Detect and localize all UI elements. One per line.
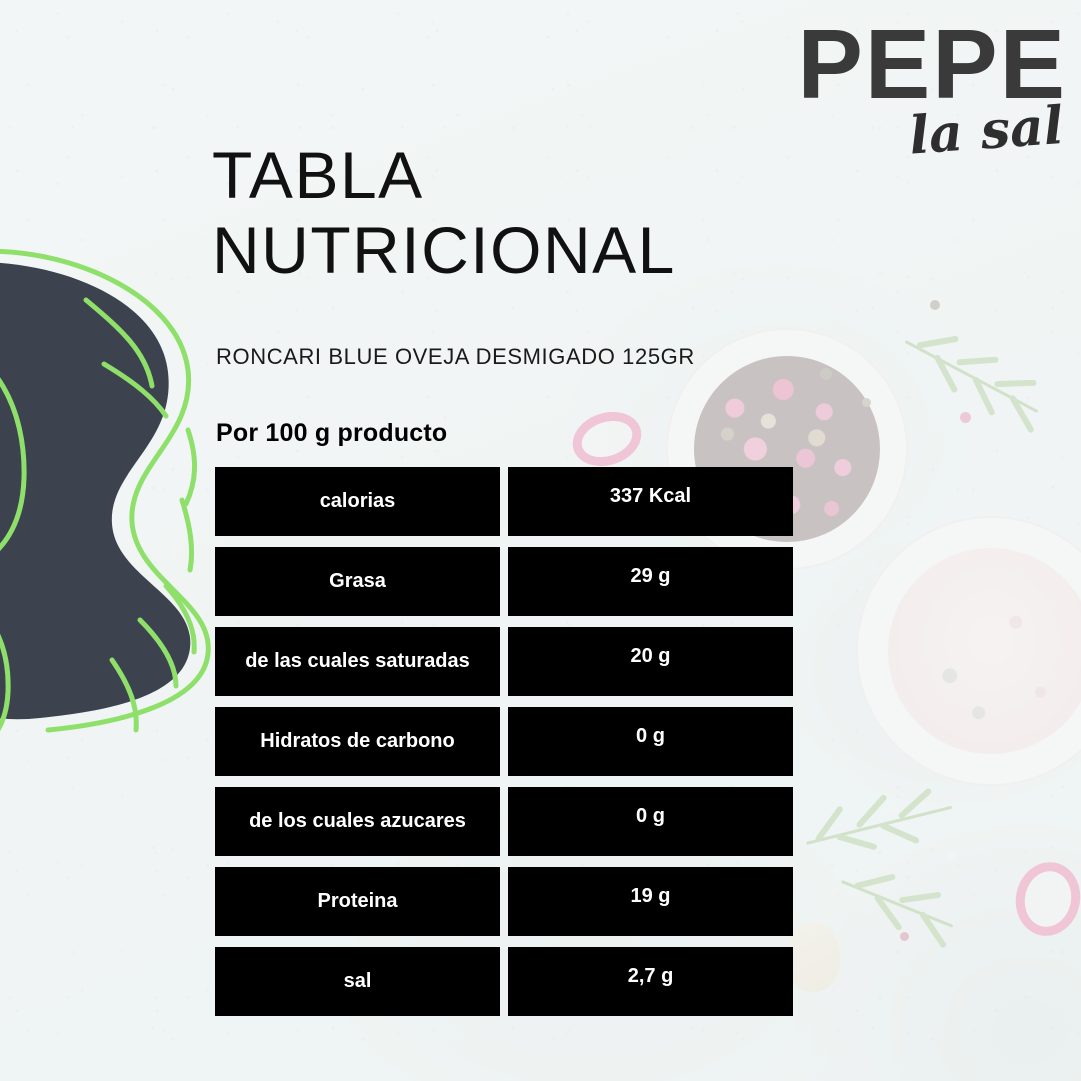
table-row: de las cuales saturadas 20 g: [215, 627, 793, 696]
nutrient-value-cell: 0 g: [508, 787, 793, 856]
decorative-blob: [0, 0, 260, 1081]
blob-contour-line: [101, 361, 169, 419]
blob-contour-line: [0, 634, 11, 732]
nutrient-label-cell: Grasa: [215, 547, 500, 616]
serving-basis-label: Por 100 g producto: [216, 419, 448, 447]
blob-contour-line: [183, 427, 198, 507]
nutrient-value-cell: 2,7 g: [508, 947, 793, 1016]
table-row: calorias 337 Kcal: [215, 467, 793, 536]
brand-name: PEPE: [797, 9, 1067, 119]
table-row: Grasa 29 g: [215, 547, 793, 616]
nutrient-value-cell: 20 g: [508, 627, 793, 696]
table-row: de los cuales azucares 0 g: [215, 787, 793, 856]
nutrient-value-cell: 337 Kcal: [508, 467, 793, 536]
page-title-line-2: NUTRICIONAL: [212, 213, 676, 288]
nutrient-value-cell: 19 g: [508, 867, 793, 936]
nutrient-label-cell: de las cuales saturadas: [215, 627, 500, 696]
nutrient-label-cell: Hidratos de carbono: [215, 707, 500, 776]
blob-contour-line: [163, 583, 197, 655]
nutrition-table: calorias 337 Kcal Grasa 29 g de las cual…: [215, 467, 793, 1027]
blob-contour-line: [137, 617, 179, 689]
table-row: sal 2,7 g: [215, 947, 793, 1016]
nutrient-label-cell: sal: [215, 947, 500, 1016]
nutrient-value-cell: 0 g: [508, 707, 793, 776]
blob-contour-line: [109, 657, 139, 733]
blob-contour-line: [83, 297, 155, 389]
nutrient-value-cell: 29 g: [508, 547, 793, 616]
blob-shape: [0, 262, 191, 720]
blob-contour-line: [0, 248, 211, 733]
product-name: RONCARI BLUE OVEJA DESMIGADO 125GR: [216, 344, 695, 369]
nutrient-label-cell: Proteina: [215, 867, 500, 936]
blob-contour-line: [179, 497, 195, 573]
blob-contour-line: [0, 377, 27, 551]
page-title: TABLA NUTRICIONAL: [212, 138, 772, 288]
table-row: Hidratos de carbono 0 g: [215, 707, 793, 776]
nutrient-label-cell: de los cuales azucares: [215, 787, 500, 856]
brand-logo: PEPE la sal: [797, 9, 1067, 167]
nutrient-label-cell: calorias: [215, 467, 500, 536]
table-row: Proteina 19 g: [215, 867, 793, 936]
page-title-line-1: TABLA: [212, 138, 424, 212]
